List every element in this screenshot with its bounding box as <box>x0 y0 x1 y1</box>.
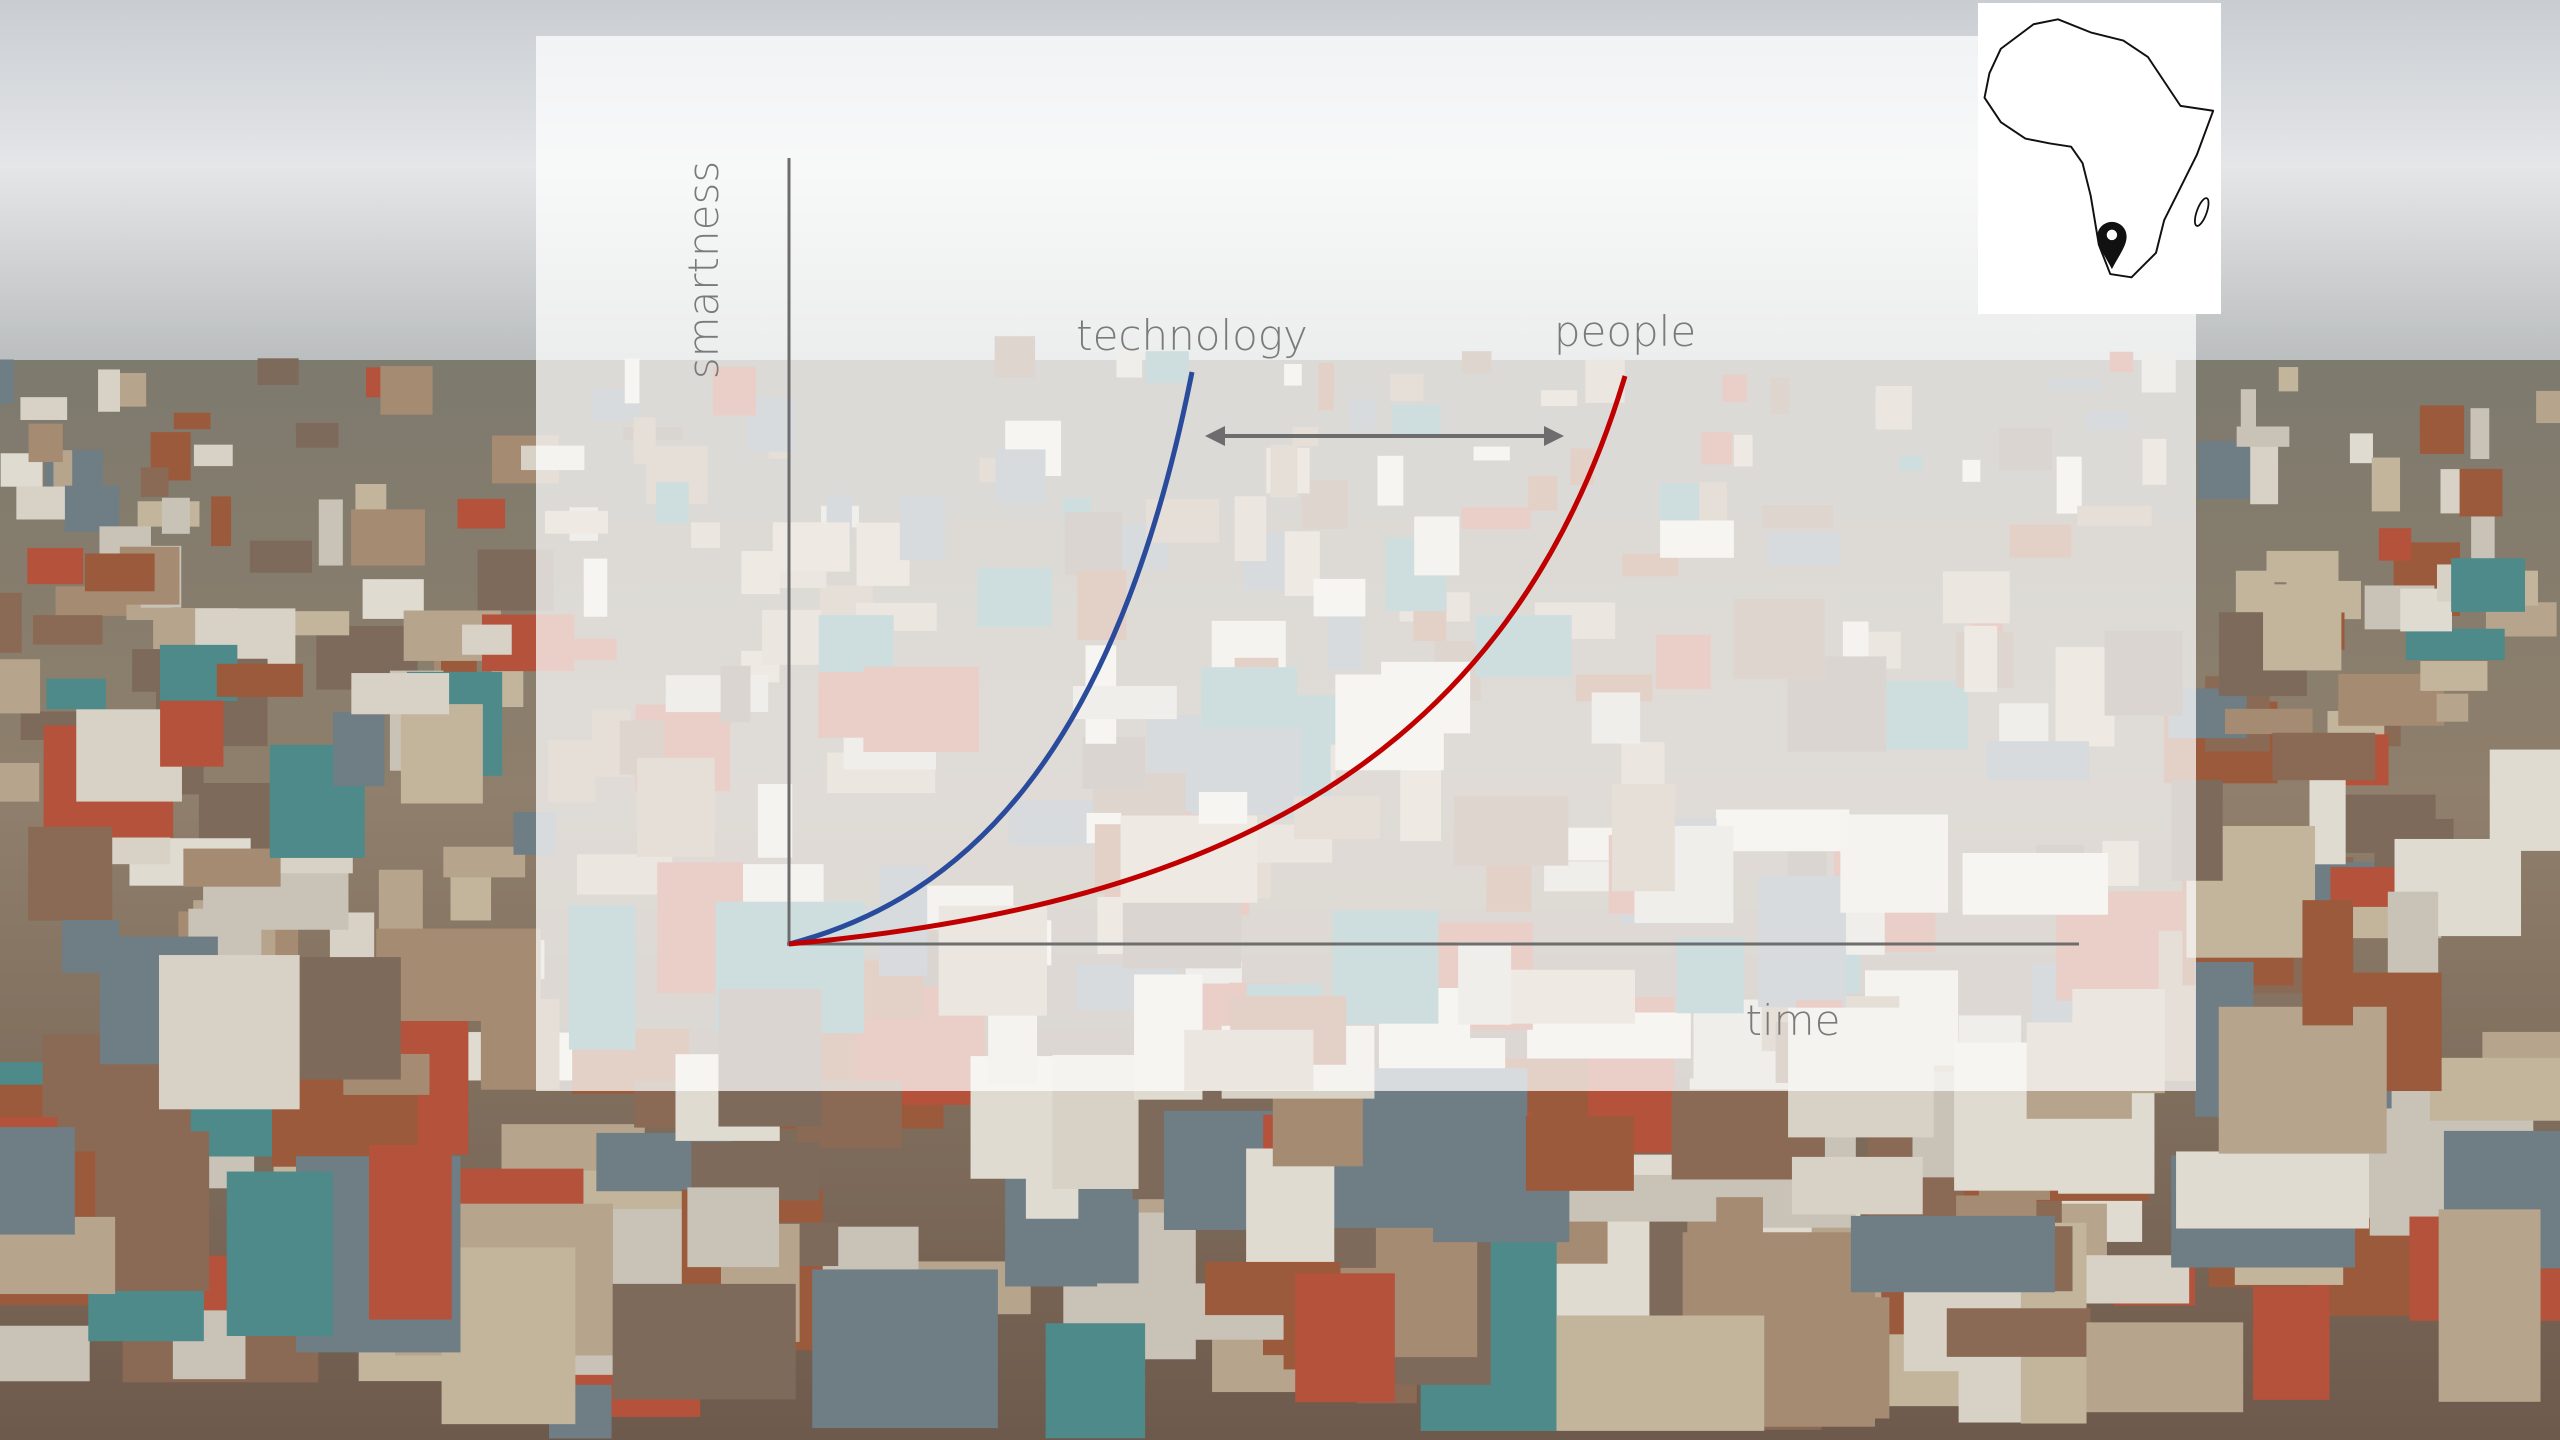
x-axis-label: time <box>1746 996 1841 1045</box>
building <box>1556 1315 1765 1431</box>
building <box>2218 1006 2387 1154</box>
building <box>28 826 113 921</box>
building <box>1272 1085 1363 1167</box>
building <box>2405 628 2505 661</box>
building <box>318 499 343 566</box>
building <box>462 624 512 655</box>
building <box>0 762 40 802</box>
africa-map <box>1983 18 2215 279</box>
building <box>1798 1297 1890 1419</box>
building <box>160 700 224 767</box>
curve-label: technology <box>1076 311 1308 360</box>
building <box>193 444 233 467</box>
building <box>0 359 14 404</box>
building <box>1946 1308 2091 1357</box>
building <box>27 547 84 585</box>
building <box>226 1171 333 1337</box>
building <box>351 673 450 715</box>
building <box>0 1325 90 1382</box>
curve-label: people <box>1554 307 1696 356</box>
building <box>1045 1323 1146 1439</box>
building <box>158 955 300 1110</box>
building <box>2378 528 2412 561</box>
building <box>257 358 299 386</box>
building <box>2224 708 2313 735</box>
building <box>812 1269 998 1429</box>
building <box>380 365 433 415</box>
building <box>140 467 169 497</box>
building <box>2349 433 2373 464</box>
building <box>2536 390 2560 424</box>
building <box>1791 1156 1923 1215</box>
building <box>46 678 106 710</box>
building <box>2459 468 2503 517</box>
building <box>457 498 506 529</box>
building <box>62 920 120 973</box>
building <box>216 663 303 697</box>
y-axis-label: smartness <box>679 161 728 380</box>
building <box>0 1127 75 1235</box>
building <box>84 553 155 592</box>
building <box>2272 732 2376 781</box>
building <box>2419 405 2465 454</box>
building <box>1850 1215 2055 1293</box>
gap-arrow <box>1205 426 1564 446</box>
building <box>2176 1151 2370 1229</box>
building <box>32 615 103 645</box>
building <box>400 704 483 804</box>
building <box>2436 693 2469 722</box>
building <box>351 509 425 566</box>
building <box>2371 457 2401 512</box>
building <box>2302 900 2354 1026</box>
building <box>2429 1057 2560 1121</box>
building <box>211 496 232 547</box>
building <box>1246 1148 1335 1268</box>
building <box>249 540 312 573</box>
panel <box>536 36 2196 1091</box>
building <box>443 846 526 878</box>
building <box>2438 1209 2541 1402</box>
map-inset <box>1978 3 2221 314</box>
building <box>161 497 190 534</box>
building <box>2086 1322 2244 1413</box>
building <box>612 1283 796 1400</box>
building <box>376 928 541 1021</box>
building <box>295 422 339 448</box>
building <box>2470 408 2490 460</box>
building <box>1525 1116 1634 1191</box>
building <box>2266 550 2339 583</box>
building <box>64 485 120 532</box>
building <box>98 369 120 412</box>
building <box>1433 1187 1570 1243</box>
building <box>2489 749 2560 851</box>
building <box>332 711 385 787</box>
building <box>183 848 281 887</box>
technology-curve <box>788 371 1195 947</box>
building <box>441 1247 576 1425</box>
building <box>28 423 63 463</box>
building <box>687 1187 780 1268</box>
people-curve <box>788 375 1628 947</box>
building <box>0 659 41 714</box>
building <box>2253 1276 2330 1400</box>
building <box>2197 441 2255 500</box>
building <box>0 592 22 653</box>
building <box>369 1144 452 1320</box>
building <box>20 397 68 420</box>
building <box>173 412 211 430</box>
building <box>2250 443 2279 505</box>
building <box>2066 1255 2190 1304</box>
building <box>290 611 350 636</box>
building <box>2263 584 2342 671</box>
building <box>2240 389 2256 433</box>
building <box>2451 558 2526 612</box>
building <box>2278 367 2299 392</box>
building <box>1295 1273 1395 1403</box>
building <box>2420 661 2488 691</box>
